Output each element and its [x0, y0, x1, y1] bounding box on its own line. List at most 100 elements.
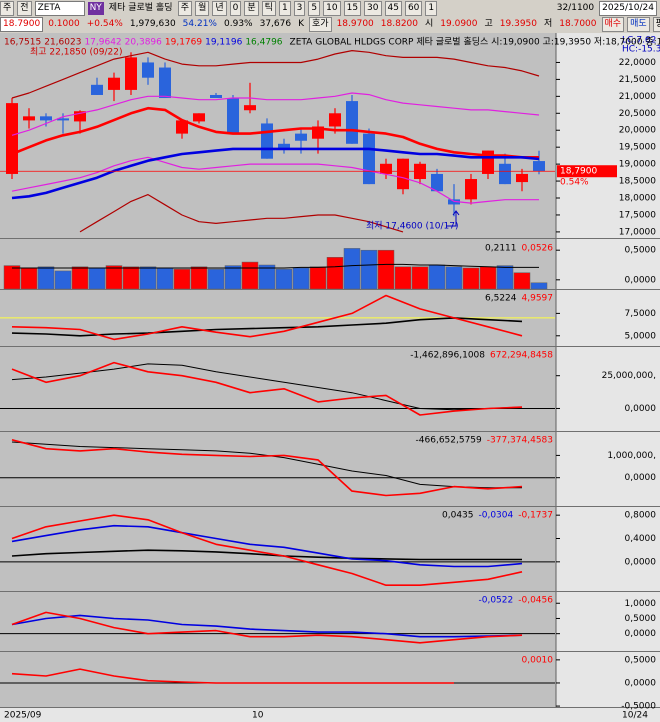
button[interactable]: 60 [404, 0, 423, 16]
change: 0.1000 [48, 18, 80, 29]
panel [0, 514, 555, 586]
legend-value: 19,1769 [165, 38, 202, 48]
y-tick-label: 7,5000 [625, 309, 657, 319]
series-line [11, 106, 539, 159]
candle-body [278, 143, 290, 149]
volume-bar [513, 272, 531, 289]
button[interactable]: 틱 [261, 0, 276, 16]
volume-bar [309, 266, 327, 289]
volume-bar [411, 266, 429, 289]
y-tick-label: 1,000,000, [607, 451, 656, 461]
axis-background [556, 33, 660, 708]
value-readout: -1,462,896,1008 [410, 351, 485, 361]
button[interactable]: 주 [0, 0, 15, 16]
candle-body [159, 67, 171, 99]
y-tick-label: 0,0000 [625, 557, 657, 567]
candle-body [346, 101, 358, 144]
buy-button[interactable]: 매수 [601, 16, 625, 32]
candle-body [108, 77, 120, 90]
value-readout: -466,652,5759 [416, 436, 483, 446]
y-tick-label: 19,0000 [619, 160, 656, 170]
y-tick-label: 22,0000 [619, 58, 656, 68]
volume-bar [292, 267, 310, 289]
volume-bar [139, 266, 157, 289]
button[interactable]: 평 [652, 16, 660, 32]
corner-label: LC:7.62 [622, 36, 656, 46]
button[interactable]: 3 [293, 0, 306, 16]
panel [3, 248, 548, 289]
button[interactable]: 15 [343, 0, 362, 16]
candle-body [193, 113, 205, 122]
x-label: 2025/09 [4, 711, 42, 721]
button[interactable]: 45 [384, 0, 402, 16]
unit: K [298, 18, 304, 29]
candle-body [244, 105, 256, 111]
candle-body [363, 133, 375, 185]
y-tick-label: 0,5000 [625, 655, 657, 665]
y-tick-label: 25,000,000, [602, 371, 656, 381]
volume-bar [88, 267, 106, 289]
volume-bar [37, 266, 55, 289]
x-axis-background [0, 708, 660, 722]
value-readout: -0,0456 [518, 596, 553, 606]
button[interactable]: 년 [212, 0, 227, 16]
legend-value: 17,9642 [84, 38, 121, 48]
volume-bar [530, 282, 548, 289]
symbol-input[interactable]: ZETA [34, 0, 85, 16]
y-tick-label: 1,0000 [625, 599, 657, 609]
button[interactable]: 호가 [309, 16, 332, 32]
price-change: 0.54% [560, 178, 589, 188]
button[interactable]: 주 [177, 0, 193, 16]
y-tick-label: 21,0000 [619, 92, 656, 102]
panel [0, 668, 555, 684]
candle-body [261, 123, 273, 159]
value-readout: 0,0010 [522, 656, 554, 666]
volume-bar [207, 268, 225, 289]
button[interactable]: 10 [323, 0, 341, 16]
volume-bar [71, 266, 89, 289]
y-tick-label: -0,5000 [621, 702, 656, 712]
candle-body [431, 173, 443, 192]
candle-body [142, 62, 154, 78]
y-tick-label: 0,5000 [625, 614, 657, 624]
volume: 1,979,630 [129, 18, 176, 29]
volume-bar [377, 249, 395, 289]
volume-bar [156, 267, 174, 289]
volume-bar [258, 264, 276, 289]
y-tick-label: 0,0000 [625, 629, 657, 639]
button[interactable]: 0 [229, 0, 242, 16]
candle-body [533, 161, 545, 172]
series-line [11, 92, 540, 136]
button[interactable]: 5 [308, 0, 321, 16]
legend-value: 16,7515 [4, 38, 41, 48]
candle-body [516, 173, 528, 183]
value-readout: -0,0522 [479, 596, 514, 606]
series-line [11, 361, 523, 416]
count: 32/1100 [556, 2, 595, 13]
panel [0, 611, 555, 644]
button[interactable]: 월 [195, 0, 210, 16]
series-line [11, 363, 523, 411]
panel [0, 361, 555, 416]
button[interactable]: 분 [244, 0, 259, 16]
candle-body [6, 103, 18, 174]
button[interactable]: 전 [17, 0, 32, 16]
series-line [11, 614, 523, 638]
button[interactable]: 30 [364, 0, 382, 16]
series-line [11, 524, 523, 568]
button[interactable]: 1 [425, 0, 438, 16]
y-tick-label: 20,5000 [619, 109, 656, 119]
legend-value: 16,4796 [245, 38, 282, 48]
value-readout: 6,5224 [485, 294, 517, 304]
amount: 37,676 [259, 18, 292, 29]
sell-button[interactable]: 매도 [627, 16, 650, 32]
volume-bar [54, 270, 72, 289]
button[interactable]: 1 [278, 0, 291, 16]
y-tick-label: 18,5000 [619, 177, 656, 187]
date-input[interactable]: 2025/10/24 [599, 0, 657, 16]
plot-background [0, 33, 556, 708]
volume-bar [241, 261, 259, 289]
value-readout: 0,0526 [522, 244, 554, 254]
